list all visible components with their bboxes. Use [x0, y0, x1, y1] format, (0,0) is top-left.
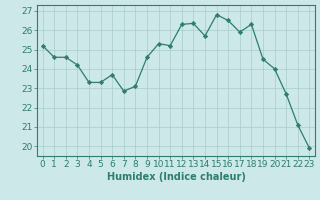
X-axis label: Humidex (Indice chaleur): Humidex (Indice chaleur) — [107, 172, 245, 182]
